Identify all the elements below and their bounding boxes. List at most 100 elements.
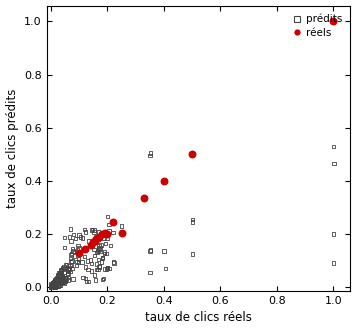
Point [111, 260, 116, 265]
Point [53, 283, 59, 288]
Point [54, 278, 60, 283]
Point [51, 282, 57, 287]
Point [53, 284, 59, 289]
Point [52, 278, 58, 283]
Point [48, 284, 54, 289]
Point [76, 246, 82, 251]
Point [92, 253, 98, 258]
Point [119, 223, 125, 229]
Point [331, 161, 337, 166]
Point [88, 261, 94, 266]
Point [52, 281, 58, 286]
Point [90, 227, 95, 232]
Point [65, 271, 71, 277]
Point [56, 273, 61, 278]
Point [331, 144, 336, 149]
Point [100, 232, 106, 238]
Point [62, 279, 68, 284]
Point [108, 243, 113, 248]
Point [52, 284, 58, 290]
Point [98, 243, 104, 248]
Point [48, 284, 54, 290]
Point [95, 235, 100, 241]
Point [51, 283, 57, 289]
Point [52, 279, 58, 284]
Point [49, 283, 54, 288]
Point [61, 276, 66, 281]
Point [84, 258, 90, 264]
Point [86, 279, 91, 284]
Point [92, 238, 98, 243]
Point [59, 278, 65, 283]
Point [105, 231, 110, 237]
Point [63, 262, 69, 267]
Point [92, 272, 98, 278]
Point [51, 284, 57, 289]
Point [52, 280, 57, 286]
Point [48, 284, 54, 290]
Point [69, 262, 74, 268]
Point [96, 265, 102, 270]
Point [78, 234, 83, 240]
Point [94, 261, 100, 267]
Point [48, 282, 54, 288]
Point [51, 283, 56, 288]
Point [189, 217, 195, 222]
Point [49, 282, 55, 287]
Point [52, 277, 58, 282]
Point [49, 281, 55, 287]
Point [49, 283, 54, 289]
Point [59, 274, 64, 279]
Point [77, 250, 82, 255]
Point [69, 258, 75, 263]
Point [53, 278, 59, 283]
Point [101, 249, 107, 255]
Point [96, 263, 102, 269]
Point [49, 284, 55, 290]
Point [51, 282, 56, 288]
Point [104, 233, 110, 238]
Point [75, 256, 81, 262]
Point [56, 284, 61, 289]
Point [51, 282, 57, 287]
Point [55, 280, 61, 285]
Point [51, 282, 56, 287]
Point [91, 229, 97, 235]
Point [53, 276, 59, 281]
Point [48, 284, 54, 289]
Point [95, 248, 101, 253]
Point [161, 248, 167, 254]
Point [51, 284, 56, 289]
Point [61, 279, 66, 284]
Point [56, 277, 62, 282]
Point [68, 239, 74, 244]
Point [67, 265, 72, 271]
Point [54, 275, 60, 280]
Point [75, 243, 81, 248]
Point [74, 247, 80, 252]
Point [91, 247, 97, 252]
Point [58, 267, 63, 273]
Point [60, 274, 66, 280]
Point [52, 279, 57, 284]
Point [65, 267, 71, 272]
Point [57, 282, 63, 288]
Point [53, 279, 59, 284]
Point [88, 242, 93, 247]
Point [56, 270, 62, 275]
Point [49, 282, 55, 288]
Point [50, 283, 56, 288]
Point [89, 269, 94, 274]
Point [51, 278, 57, 283]
Point [57, 275, 63, 280]
Point [51, 279, 57, 284]
Point [58, 278, 64, 283]
Point [52, 280, 58, 285]
Point [49, 284, 55, 289]
Point [59, 276, 65, 281]
Point [54, 280, 60, 286]
Point [48, 281, 54, 286]
Point [148, 150, 153, 155]
Point [82, 246, 88, 251]
Point [49, 284, 54, 289]
